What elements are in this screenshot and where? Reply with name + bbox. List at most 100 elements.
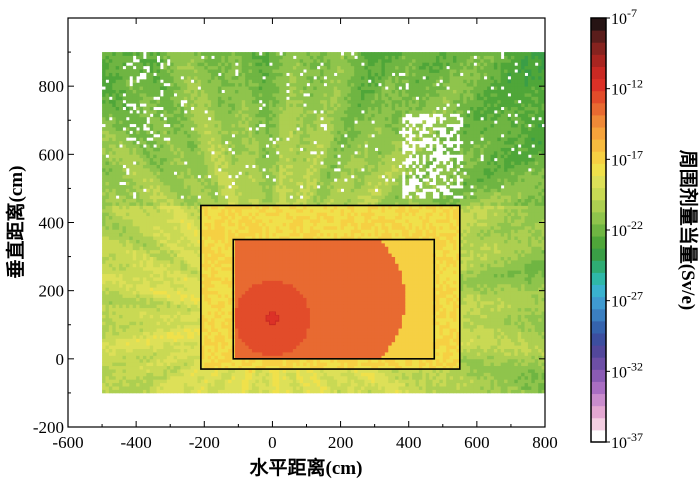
heat-cell [245, 338, 249, 343]
heat-cell [180, 191, 185, 196]
heat-cell [129, 229, 134, 234]
heat-cell [241, 389, 246, 394]
heat-cell [228, 222, 232, 227]
heat-cell [211, 140, 215, 145]
heat-cell [234, 116, 239, 121]
heat-cell [221, 341, 226, 346]
heat-cell [272, 352, 277, 356]
heat-cell [156, 345, 161, 350]
heat-cell [190, 222, 195, 227]
heat-cell [190, 52, 195, 56]
heat-cell [269, 270, 273, 275]
heat-cell [115, 120, 120, 125]
heat-cell [197, 314, 202, 319]
heat-cell [177, 52, 181, 56]
heat-cell [262, 338, 267, 343]
heat-cell [265, 150, 270, 155]
heat-cell [153, 300, 157, 305]
heat-cell [187, 113, 192, 118]
heat-cell [272, 304, 277, 309]
heat-cell [275, 253, 280, 257]
heat-cell [119, 253, 123, 257]
heat-cell [156, 294, 161, 298]
heat-cell [156, 304, 161, 309]
heat-cell [122, 280, 127, 285]
heat-cell [112, 96, 117, 101]
heat-cell [108, 382, 113, 387]
heat-cell [170, 386, 175, 390]
heat-cell [190, 202, 195, 206]
heat-cell [262, 106, 267, 111]
heat-cell [190, 208, 195, 213]
heat-cell [265, 222, 270, 227]
heat-cell [163, 92, 168, 97]
heat-cell [241, 242, 246, 247]
heat-cell [275, 232, 280, 237]
heat-cell [132, 79, 137, 84]
heat-cell [146, 304, 151, 309]
heat-cell [214, 198, 219, 203]
heat-cell [217, 358, 222, 363]
heat-cell [275, 239, 280, 244]
heat-cell [112, 72, 117, 77]
heat-cell [149, 249, 154, 254]
heat-cell [119, 317, 123, 322]
heat-cell [105, 123, 110, 128]
heat-cell [149, 202, 154, 206]
heat-cell [234, 304, 239, 309]
heat-cell [125, 161, 130, 165]
heat-cell [224, 328, 229, 332]
heat-cell [214, 154, 219, 159]
heat-cell [224, 120, 229, 125]
heat-cell [262, 82, 267, 87]
heat-cell [142, 297, 147, 302]
heat-cell [262, 321, 267, 326]
heat-cell [204, 144, 209, 148]
heat-cell [105, 321, 110, 326]
heat-cell [211, 69, 215, 73]
heat-cell [183, 273, 188, 278]
heat-cell [251, 232, 256, 237]
heat-cell [115, 58, 120, 63]
heat-cell [241, 338, 246, 343]
heat-cell [190, 232, 195, 237]
heat-cell [272, 212, 277, 217]
heat-cell [197, 212, 202, 217]
heat-cell [251, 82, 256, 87]
heat-cell [211, 369, 215, 373]
heat-cell [183, 311, 188, 315]
heat-cell [122, 55, 127, 60]
heat-cell [255, 123, 260, 128]
heat-cell [207, 123, 212, 128]
heat-cell [190, 55, 195, 60]
heat-cell [194, 266, 198, 271]
heat-cell [183, 283, 188, 288]
heat-cell [153, 75, 157, 80]
heat-cell [217, 236, 222, 240]
heat-cell [207, 225, 212, 230]
heat-cell [204, 242, 209, 247]
heat-cell [170, 229, 175, 234]
heat-cell [262, 92, 267, 97]
heat-cell [180, 171, 185, 176]
heat-cell [214, 178, 219, 182]
heat-cell [115, 321, 120, 326]
heat-cell [177, 304, 181, 309]
heat-cell [224, 116, 229, 121]
heat-cell [265, 297, 270, 302]
heat-cell [197, 338, 202, 343]
heat-cell [272, 345, 277, 350]
heat-cell [207, 96, 212, 101]
heat-cell [228, 79, 232, 84]
heat-cell [156, 389, 161, 394]
heat-cell [177, 362, 181, 367]
heat-cell [177, 386, 181, 390]
heat-cell [183, 144, 188, 148]
heat-cell [163, 208, 168, 213]
heat-cell [200, 338, 205, 343]
heat-cell [194, 198, 198, 203]
heat-cell [251, 75, 256, 80]
heat-cell [224, 253, 229, 257]
heat-cell [248, 52, 253, 56]
heat-cell [159, 208, 164, 213]
